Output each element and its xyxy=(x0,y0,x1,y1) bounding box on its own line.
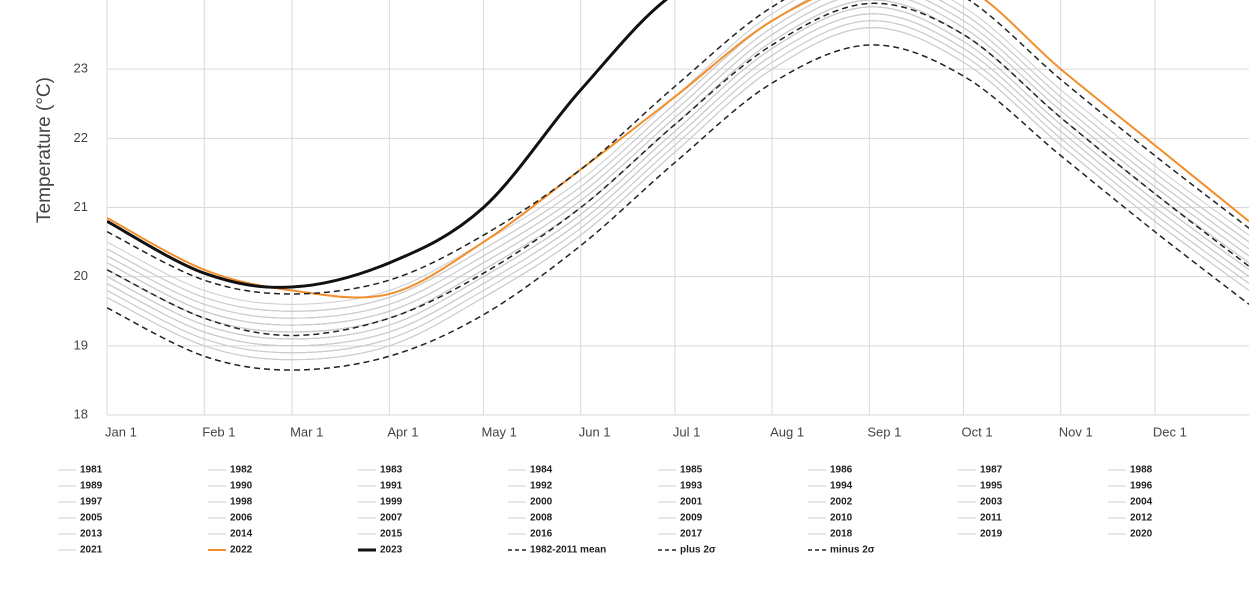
series-line xyxy=(107,0,1249,319)
legend-label: 2005 xyxy=(80,513,103,524)
series-line xyxy=(107,13,1249,347)
x-tick-label: Jan 1 xyxy=(105,424,137,439)
legend-label: 2011 xyxy=(980,513,1002,524)
x-tick-label: Feb 1 xyxy=(202,424,235,439)
series-line xyxy=(107,0,1249,312)
legend-label: 1982 xyxy=(230,465,253,476)
legend-label: 2013 xyxy=(80,529,103,540)
series-line xyxy=(107,6,1249,340)
legend-label: 1989 xyxy=(80,481,103,492)
legend-label: 1986 xyxy=(830,465,853,476)
y-tick-label: 18 xyxy=(74,406,88,421)
legend-label: 1992 xyxy=(530,481,553,492)
x-tick-label: Oct 1 xyxy=(962,424,993,439)
legend-label: 1984 xyxy=(530,465,553,476)
x-tick-label: Dec 1 xyxy=(1153,424,1187,439)
legend-label: 2007 xyxy=(380,513,403,524)
legend-label: 2001 xyxy=(680,497,703,508)
legend-label: 1981 xyxy=(80,465,103,476)
x-tick-label: Jul 1 xyxy=(673,424,700,439)
y-tick-label: 23 xyxy=(74,61,88,76)
series-line xyxy=(107,0,668,289)
x-tick-label: Mar 1 xyxy=(290,424,323,439)
legend-label: 2000 xyxy=(530,497,553,508)
series-line xyxy=(107,0,1249,333)
legend-label: 2014 xyxy=(230,529,253,540)
legend-label: 2004 xyxy=(1130,497,1153,508)
legend-label: 2008 xyxy=(530,513,553,524)
series-line xyxy=(107,0,1249,333)
legend-label: 1996 xyxy=(1130,481,1153,492)
legend-label: 1991 xyxy=(380,481,403,492)
legend-label: 2016 xyxy=(530,529,553,540)
legend-label: 1987 xyxy=(980,465,1003,476)
x-tick-label: May 1 xyxy=(481,424,516,439)
series-line xyxy=(107,20,1249,354)
legend-label: 1997 xyxy=(80,497,103,508)
series-line xyxy=(107,13,1249,347)
y-tick-label: 20 xyxy=(74,268,88,283)
series-line xyxy=(107,0,1249,326)
series-line xyxy=(107,13,1249,347)
legend-label: 2009 xyxy=(680,513,703,524)
legend-label: 2020 xyxy=(1130,529,1153,540)
series-line xyxy=(107,0,1249,312)
x-tick-label: Jun 1 xyxy=(579,424,611,439)
series-line xyxy=(107,0,1249,295)
x-tick-label: Apr 1 xyxy=(387,424,418,439)
legend-label: 2012 xyxy=(1130,513,1153,524)
legend-label: 2021 xyxy=(80,545,103,556)
legend-label: 2022 xyxy=(230,545,253,556)
series-line xyxy=(107,0,1249,312)
legend-label: 1999 xyxy=(380,497,403,508)
series-line xyxy=(107,27,1249,361)
legend-label: 1994 xyxy=(830,481,853,492)
legend-label: 1983 xyxy=(380,465,403,476)
legend-label: 2023 xyxy=(380,545,403,556)
series-line xyxy=(107,0,1249,333)
legend-label: 1982-2011 mean xyxy=(530,545,606,556)
series-line xyxy=(107,13,1249,347)
y-tick-label: 21 xyxy=(74,199,88,214)
legend-label: 2010 xyxy=(830,513,853,524)
series-line xyxy=(107,27,1249,361)
legend-label: 1988 xyxy=(1130,465,1153,476)
series-line xyxy=(107,0,1249,312)
series-line xyxy=(107,13,1249,347)
series-line xyxy=(107,0,1249,333)
legend-label: 1995 xyxy=(980,481,1003,492)
legend-label: minus 2σ xyxy=(830,545,875,556)
series-line xyxy=(107,0,1249,299)
x-tick-label: Sep 1 xyxy=(867,424,901,439)
series-line xyxy=(107,44,1249,371)
series-line xyxy=(107,20,1249,354)
legend-label: 2019 xyxy=(980,529,1003,540)
x-tick-label: Aug 1 xyxy=(770,424,804,439)
series-line xyxy=(107,0,1249,333)
legend-label: 2018 xyxy=(830,529,853,540)
y-tick-label: 22 xyxy=(74,130,88,145)
legend-label: 2006 xyxy=(230,513,253,524)
series-line xyxy=(107,0,1249,333)
series-line xyxy=(107,13,1249,347)
series-line xyxy=(107,2,1249,337)
legend-label: 2002 xyxy=(830,497,853,508)
legend-label: plus 2σ xyxy=(680,545,716,556)
legend-label: 2003 xyxy=(980,497,1003,508)
legend-label: 1990 xyxy=(230,481,253,492)
legend-label: 2017 xyxy=(680,529,703,540)
series-line xyxy=(107,27,1249,361)
legend-label: 2015 xyxy=(380,529,403,540)
legend-label: 1985 xyxy=(680,465,703,476)
y-axis-title: Temperature (°C) xyxy=(34,77,55,223)
legend-label: 1993 xyxy=(680,481,703,492)
series-line xyxy=(107,20,1249,354)
y-tick-label: 19 xyxy=(74,337,88,352)
series-line xyxy=(107,0,1249,333)
x-tick-label: Nov 1 xyxy=(1059,424,1093,439)
series-line xyxy=(107,27,1249,361)
legend-label: 1998 xyxy=(230,497,253,508)
